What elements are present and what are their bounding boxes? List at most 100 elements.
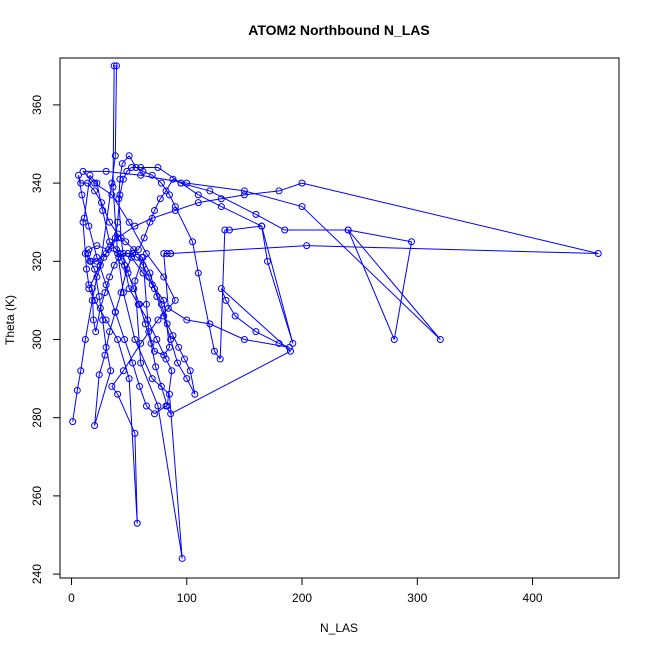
data-point [96, 261, 104, 269]
data-point [127, 163, 135, 171]
series-segment [165, 178, 174, 192]
series-segment [172, 178, 182, 184]
data-point [80, 214, 88, 222]
data-point [151, 410, 159, 418]
data-point [81, 336, 89, 344]
series-segment [102, 210, 111, 242]
data-point [110, 261, 118, 269]
data-point [156, 195, 164, 203]
series-segment [221, 206, 262, 227]
data-point [91, 422, 99, 430]
data-point [194, 199, 202, 207]
data-point [91, 296, 99, 304]
data-point [174, 359, 182, 367]
series-segment [82, 222, 88, 270]
data-point [106, 218, 114, 226]
data-point [194, 191, 202, 199]
data-point [119, 249, 127, 257]
data-point [125, 152, 133, 160]
series-segment [301, 182, 599, 254]
x-tick-label: 0 [68, 591, 75, 605]
series-segment [140, 362, 159, 407]
data-point [167, 336, 175, 344]
series-segment [124, 339, 134, 364]
series-segment [80, 339, 86, 371]
data-point [104, 246, 112, 254]
data-point [151, 206, 159, 214]
data-point [139, 261, 147, 269]
data-point [146, 269, 154, 277]
data-point [85, 285, 93, 293]
series-segment [229, 225, 262, 231]
data-point [152, 363, 160, 371]
series-segment [168, 394, 183, 559]
series-segment [142, 170, 153, 176]
data-point [134, 246, 142, 254]
series-segment [163, 347, 170, 356]
data-point [148, 375, 156, 383]
series-segment [105, 347, 112, 371]
y-tick-label: 300 [30, 329, 44, 349]
data-point [436, 336, 444, 344]
data-point [122, 238, 130, 246]
series-segment [261, 226, 268, 262]
data-point [130, 285, 138, 293]
data-point [165, 390, 173, 398]
data-point [93, 253, 101, 261]
data-point [85, 246, 93, 254]
x-tick-label: 300 [407, 591, 427, 605]
series-segment [89, 174, 98, 184]
data-point [78, 191, 86, 199]
data-point [298, 179, 306, 187]
data-point [252, 328, 260, 336]
data-point [148, 214, 156, 222]
data-point [101, 351, 109, 359]
y-tick-label: 340 [30, 173, 44, 193]
data-point [131, 222, 139, 230]
x-tick-label: 200 [292, 591, 312, 605]
data-point [108, 179, 116, 187]
data-point [137, 171, 145, 179]
series-segment [170, 339, 179, 364]
series-segment [184, 358, 191, 372]
data-point [281, 226, 289, 234]
series-segment [87, 182, 95, 192]
series-segment [118, 198, 122, 238]
data-point [390, 336, 398, 344]
data-point [169, 175, 177, 183]
series-segment [198, 198, 222, 204]
data-point [162, 402, 170, 410]
data-point [132, 163, 140, 171]
data-point [142, 249, 150, 257]
series-segment [170, 245, 307, 254]
data-point [121, 261, 129, 269]
data-point [594, 249, 602, 257]
data-point [165, 343, 173, 351]
data-point [129, 359, 137, 367]
series-segment [109, 265, 115, 278]
y-axis: 240 260 280 300 320 340 360 [30, 95, 61, 584]
data-point [84, 249, 92, 257]
series-lines [72, 65, 599, 559]
y-tick-label: 320 [30, 251, 44, 271]
data-point [183, 375, 191, 383]
data-point [231, 312, 239, 320]
data-point [160, 312, 168, 320]
data-point [119, 175, 127, 183]
data-point [102, 167, 110, 175]
data-point [165, 191, 173, 199]
series-segment [150, 343, 157, 367]
series-segment [84, 253, 91, 262]
series-segment [166, 323, 174, 336]
data-point [142, 402, 150, 410]
data-point [91, 265, 99, 273]
data-point [114, 390, 122, 398]
series-segment [94, 374, 100, 426]
series-segment [166, 370, 173, 407]
data-point [107, 242, 115, 250]
series-segment [124, 265, 130, 289]
series-segment [278, 182, 303, 192]
series-segment [149, 272, 158, 297]
data-point [93, 179, 101, 187]
series-segment [151, 174, 162, 184]
